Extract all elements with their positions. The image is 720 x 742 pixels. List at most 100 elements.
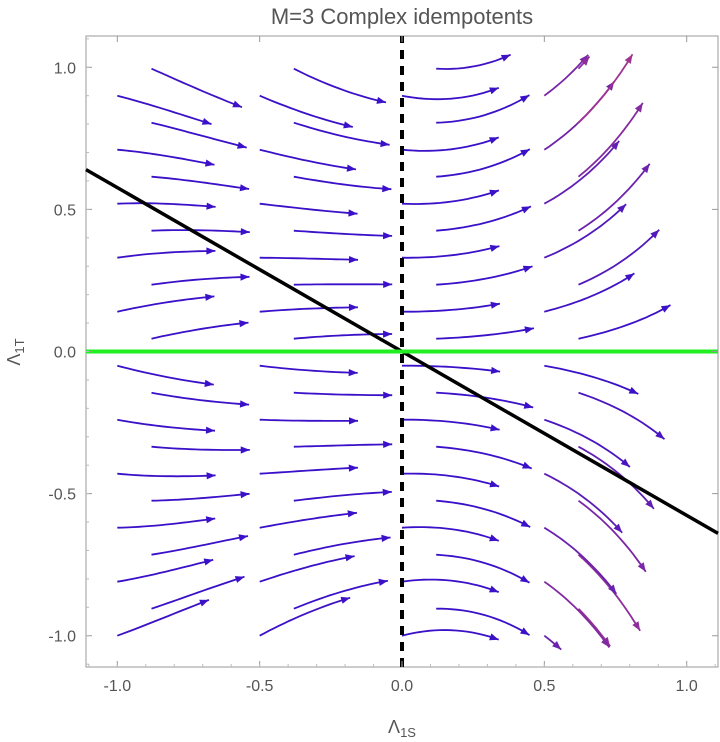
stream-line [259,555,355,583]
stream-arrowhead [240,446,250,454]
y-tick-label: -0.5 [48,487,76,504]
y-tick-label: -1.0 [48,629,76,646]
stream-line [436,499,531,528]
stream-line [259,306,358,313]
stream-line [578,304,671,340]
y-tick-label: 0.5 [54,202,76,219]
stream-arrowhead [205,159,215,167]
stream-arrowhead [522,461,532,469]
stream-line [117,94,212,125]
stream-arrowhead [205,516,216,524]
stream-arrowhead [580,56,590,66]
stream-arrowhead [383,330,393,338]
stream-arrowhead [381,534,391,542]
stream-line [116,599,210,637]
stream-arrowhead [378,578,388,586]
stream-arrowhead [205,293,215,301]
stream-line [577,53,634,124]
stream-line [577,499,647,573]
stream-line [117,418,216,432]
stream-line [151,175,250,190]
stream-arrowhead [348,209,358,217]
stream-arrowhead [650,229,660,239]
stream-line [151,121,247,149]
stream-arrowhead [489,244,500,252]
stream-line [401,86,500,101]
stream-arrowhead [489,534,499,542]
stream-arrowhead [232,100,242,108]
stream-line [401,189,500,205]
stream-line [293,536,391,556]
stream-arrowhead [382,488,392,496]
stream-line [402,364,501,373]
stream-arrowhead [340,596,351,604]
stream-arrowhead [620,458,630,467]
stream-line [151,535,249,556]
stream-arrowhead [490,301,500,309]
stream-arrowhead [641,163,650,174]
stream-line [578,445,655,510]
x-axis-label: Λ1S [388,717,416,740]
stream-arrowhead [624,54,633,64]
stream-line [117,250,216,259]
stream-line [578,391,666,440]
stream-arrowhead [346,164,356,172]
stream-line [293,229,393,237]
stream-arrowhead [383,280,393,288]
stream-line [543,140,620,205]
stream-arrowhead [489,87,499,95]
y-tick-label: 1.0 [54,60,76,77]
stream-arrowhead [552,641,562,650]
stream-arrowhead [376,96,386,104]
stream-line [544,364,639,395]
stream-line [436,553,530,584]
stream-arrowhead [524,326,534,334]
stream-arrowhead [490,424,500,432]
stream-arrowhead [520,149,530,157]
stream-line [402,302,501,313]
stream-arrowhead [383,391,393,399]
stream-line [151,492,250,502]
x-tick-label: -1.0 [104,678,132,695]
stream-line [543,580,611,648]
stream-line [293,333,393,340]
stream-line [117,364,214,386]
stream-line [401,245,500,259]
stream-line [117,202,216,208]
stream-line [117,148,215,166]
stream-arrowhead [624,273,635,282]
stream-arrowhead [522,265,533,273]
stream-line [151,229,250,233]
stream-arrowhead [613,523,623,533]
x-tick-label: 0.0 [391,678,413,695]
stream-line [259,511,358,529]
y-axis-label: Λ1T [4,338,27,365]
stream-line [259,94,354,128]
stream-line [293,491,392,502]
stream-arrowhead [348,369,358,377]
stream-line [543,472,623,534]
stream-arrowhead [489,137,499,144]
stream-arrowhead [203,558,214,566]
stream-line [544,418,631,468]
stream-arrowhead [383,440,393,448]
stream-arrowhead [523,401,534,409]
stream-arrowhead [349,417,358,425]
stream-line [259,202,358,215]
y-tick-label: 0.0 [54,345,76,362]
stream-line [436,607,530,636]
stream-arrowhead [634,102,643,113]
stream-arrowhead [343,121,353,129]
stream-arrowhead [489,480,500,488]
stream-arrowhead [237,141,247,149]
stream-arrowhead [240,273,250,281]
stream-arrowhead [382,185,392,193]
stream-arrowhead [520,519,531,528]
stream-line [401,472,500,488]
stream-arrowhead [521,206,531,214]
stream-line [436,94,530,124]
stream-arrowhead [489,189,499,197]
stream-arrowhead [239,184,250,192]
stream-arrowhead [234,576,245,583]
